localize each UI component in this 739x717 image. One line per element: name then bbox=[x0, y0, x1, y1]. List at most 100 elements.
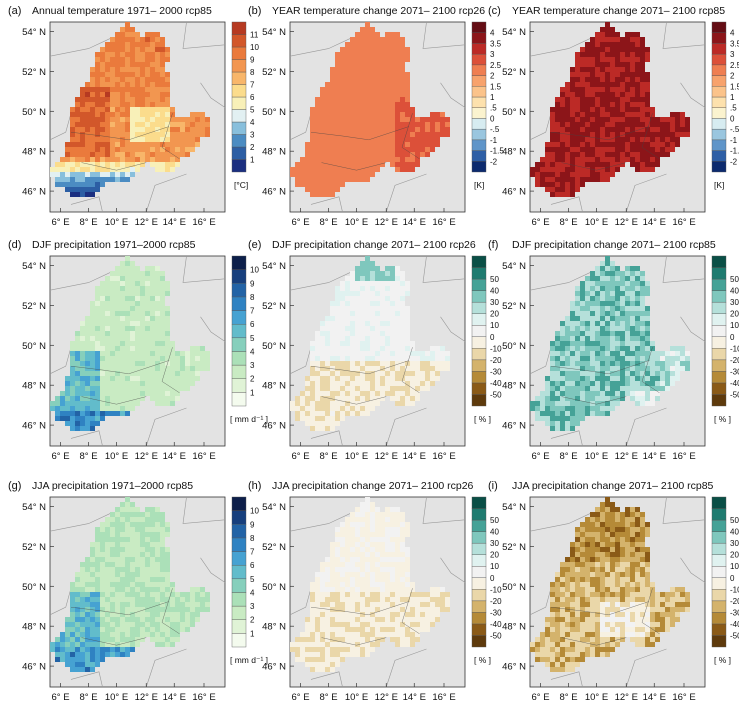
grid-cell bbox=[95, 662, 100, 667]
grid-cell bbox=[340, 321, 345, 326]
grid-cell bbox=[645, 52, 650, 57]
grid-cell bbox=[595, 137, 600, 142]
grid-cell bbox=[685, 351, 690, 356]
grid-cell bbox=[115, 286, 120, 291]
grid-cell bbox=[370, 67, 375, 72]
panel-e: (e) DJF precipitation change 2071– 2100 r… bbox=[248, 239, 502, 462]
grid-cell bbox=[140, 557, 145, 562]
grid-cell bbox=[140, 112, 145, 117]
grid-cell bbox=[330, 592, 335, 597]
grid-cell bbox=[400, 77, 405, 82]
grid-cell bbox=[165, 562, 170, 567]
grid-cell bbox=[155, 152, 160, 157]
grid-cell bbox=[640, 142, 645, 147]
grid-cell bbox=[95, 351, 100, 356]
grid-cell bbox=[545, 386, 550, 391]
grid-cell bbox=[135, 572, 140, 577]
grid-cell bbox=[140, 122, 145, 127]
grid-cell bbox=[375, 361, 380, 366]
grid-cell bbox=[610, 77, 615, 82]
grid-cell bbox=[145, 622, 150, 627]
grid-cell bbox=[170, 592, 175, 597]
data-cells bbox=[290, 22, 450, 197]
grid-cell bbox=[645, 72, 650, 77]
grid-cell bbox=[165, 627, 170, 632]
grid-cell bbox=[110, 637, 115, 642]
grid-cell bbox=[310, 117, 315, 122]
panel-letter: (a) bbox=[8, 5, 21, 17]
grid-cell bbox=[435, 361, 440, 366]
grid-cell bbox=[320, 396, 325, 401]
grid-cell bbox=[200, 132, 205, 137]
grid-cell bbox=[355, 346, 360, 351]
grid-cell bbox=[605, 261, 610, 266]
grid-cell bbox=[155, 87, 160, 92]
grid-cell bbox=[330, 167, 335, 172]
grid-cell bbox=[150, 321, 155, 326]
grid-cell bbox=[355, 507, 360, 512]
grid-cell bbox=[595, 47, 600, 52]
grid-cell bbox=[395, 107, 400, 112]
grid-cell bbox=[360, 572, 365, 577]
grid-cell bbox=[400, 376, 405, 381]
grid-cell bbox=[125, 597, 130, 602]
grid-cell bbox=[665, 361, 670, 366]
grid-cell bbox=[85, 341, 90, 346]
grid-cell bbox=[395, 366, 400, 371]
grid-cell bbox=[105, 612, 110, 617]
grid-cell bbox=[85, 182, 90, 187]
grid-cell bbox=[345, 411, 350, 416]
grid-cell bbox=[360, 132, 365, 137]
grid-cell bbox=[615, 157, 620, 162]
grid-cell bbox=[595, 147, 600, 152]
grid-cell bbox=[360, 356, 365, 361]
grid-cell bbox=[120, 652, 125, 657]
grid-cell bbox=[550, 416, 555, 421]
grid-cell bbox=[640, 351, 645, 356]
grid-cell bbox=[130, 647, 135, 652]
grid-cell bbox=[365, 172, 370, 177]
grid-cell bbox=[115, 617, 120, 622]
grid-cell bbox=[80, 346, 85, 351]
grid-cell bbox=[195, 112, 200, 117]
grid-cell bbox=[135, 507, 140, 512]
grid-cell bbox=[575, 356, 580, 361]
grid-cell bbox=[60, 411, 65, 416]
grid-cell bbox=[180, 386, 185, 391]
grid-cell bbox=[375, 567, 380, 572]
grid-cell bbox=[585, 137, 590, 142]
grid-cell bbox=[565, 82, 570, 87]
colorbar-label: .5 bbox=[730, 104, 737, 113]
grid-cell bbox=[195, 617, 200, 622]
grid-cell bbox=[400, 547, 405, 552]
grid-cell bbox=[570, 306, 575, 311]
grid-cell bbox=[315, 391, 320, 396]
grid-cell bbox=[95, 587, 100, 592]
grid-cell bbox=[85, 147, 90, 152]
grid-cell bbox=[175, 117, 180, 122]
grid-cell bbox=[65, 172, 70, 177]
grid-cell bbox=[580, 326, 585, 331]
grid-cell bbox=[75, 192, 80, 197]
grid-cell bbox=[85, 112, 90, 117]
grid-cell bbox=[125, 102, 130, 107]
grid-cell bbox=[310, 361, 315, 366]
grid-cell bbox=[155, 47, 160, 52]
grid-cell bbox=[580, 122, 585, 127]
grid-cell bbox=[355, 406, 360, 411]
grid-cell bbox=[160, 527, 165, 532]
grid-cell bbox=[105, 152, 110, 157]
grid-cell bbox=[360, 341, 365, 346]
grid-cell bbox=[390, 52, 395, 57]
y-tick-label: 46° N bbox=[262, 421, 286, 432]
grid-cell bbox=[385, 562, 390, 567]
grid-cell bbox=[410, 396, 415, 401]
grid-cell bbox=[325, 391, 330, 396]
grid-cell bbox=[570, 326, 575, 331]
grid-cell bbox=[145, 281, 150, 286]
grid-cell bbox=[180, 127, 185, 132]
colorbar-swatch bbox=[231, 121, 247, 135]
grid-cell bbox=[120, 87, 125, 92]
grid-cell bbox=[100, 72, 105, 77]
